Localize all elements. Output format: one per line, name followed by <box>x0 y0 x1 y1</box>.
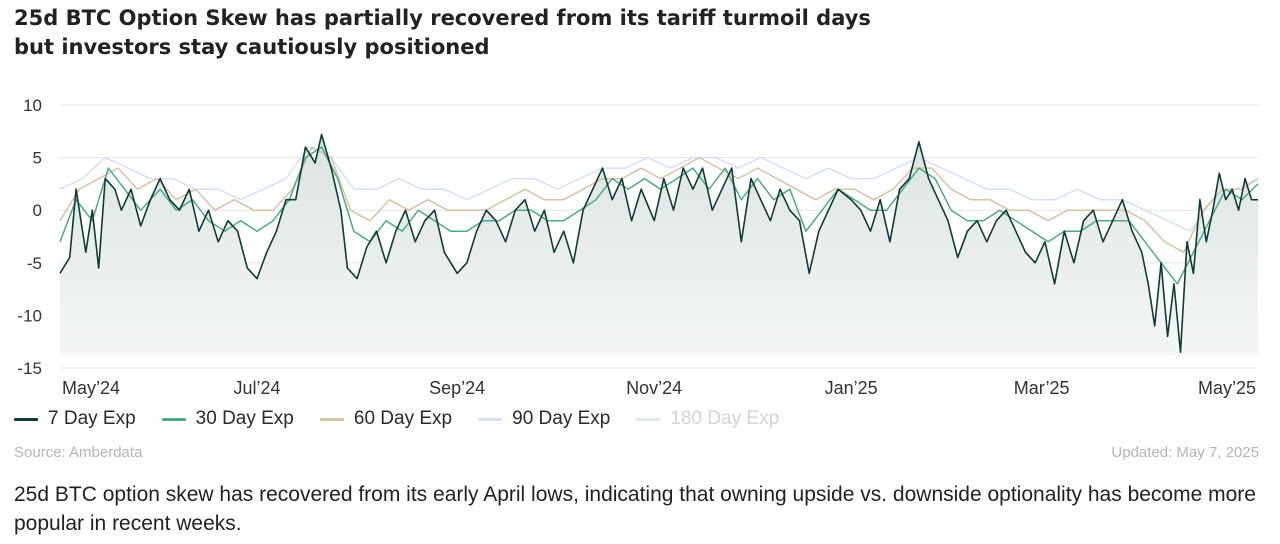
line-layer <box>59 133 1259 353</box>
y-tick-label: 5 <box>33 149 42 168</box>
skew-line-chart: 10 5 0 -5 -10 -15 May’24 Jul’24 Sep’24 Nov’24 Jan… <box>17 96 1259 398</box>
legend-swatch <box>161 417 186 421</box>
x-tick-label: Jan’25 <box>825 378 878 398</box>
chart-title: 25d BTC Option Skew has partially recove… <box>14 4 1014 62</box>
series-line-90d <box>59 146 1259 232</box>
legend-swatch <box>478 417 503 421</box>
chart-legend: 7 Day Exp 30 Day Exp 60 Day Exp 90 Day Exp 1… <box>14 408 779 430</box>
seven-day-area-fill <box>60 134 1258 356</box>
x-tick-label: Jul’24 <box>233 378 280 398</box>
x-tick-label: Mar’25 <box>1014 378 1070 398</box>
chart-caption: 25d BTC option skew has recovered from i… <box>14 483 1256 535</box>
legend-label: 180 Day Exp <box>670 408 780 429</box>
series-line-7d <box>59 133 1258 353</box>
legend-item-30d[interactable]: 30 Day Exp <box>161 408 294 430</box>
y-tick-label: 0 <box>33 201 42 220</box>
x-axis: May’24 Jul’24 Sep’24 Nov’24 Jan’25 Mar’25 May’… <box>62 378 1256 398</box>
chart-title-line-1: 25d BTC Option Skew has partially recove… <box>14 6 871 30</box>
legend-swatch <box>319 417 344 421</box>
chart-title-line-2: but investors stay cautiously positioned <box>14 35 490 59</box>
legend-label: 60 Day Exp <box>353 408 453 429</box>
area-layer <box>60 134 1258 356</box>
x-tick-label: Sep’24 <box>429 378 485 398</box>
legend-label: 90 Day Exp <box>512 408 611 429</box>
legend-label: 30 Day Exp <box>195 408 294 429</box>
y-tick-label: -10 <box>17 306 42 325</box>
y-axis: 10 5 0 -5 -10 -15 <box>17 96 42 378</box>
y-tick-label: 10 <box>23 96 42 115</box>
legend-item-90d[interactable]: 90 Day Exp <box>478 408 610 430</box>
updated-note: Updated: May 7, 2025 <box>1111 444 1259 461</box>
x-tick-label: May’25 <box>1198 378 1256 398</box>
legend-label: 7 Day Exp <box>48 408 136 429</box>
legend-swatch <box>14 417 38 421</box>
legend-item-180d[interactable]: 180 Day Exp <box>636 408 779 430</box>
legend-item-60d[interactable]: 60 Day Exp <box>319 408 453 430</box>
x-tick-label: Nov’24 <box>626 378 682 398</box>
legend-swatch <box>636 417 661 421</box>
y-tick-label: -15 <box>17 359 42 378</box>
series-line-60d <box>59 146 1259 254</box>
legend-item-7d[interactable]: 7 Day Exp <box>14 408 136 430</box>
x-tick-label: May’24 <box>62 378 120 398</box>
y-tick-label: -5 <box>27 254 42 273</box>
source-note: Source: Amberdata <box>14 444 143 461</box>
